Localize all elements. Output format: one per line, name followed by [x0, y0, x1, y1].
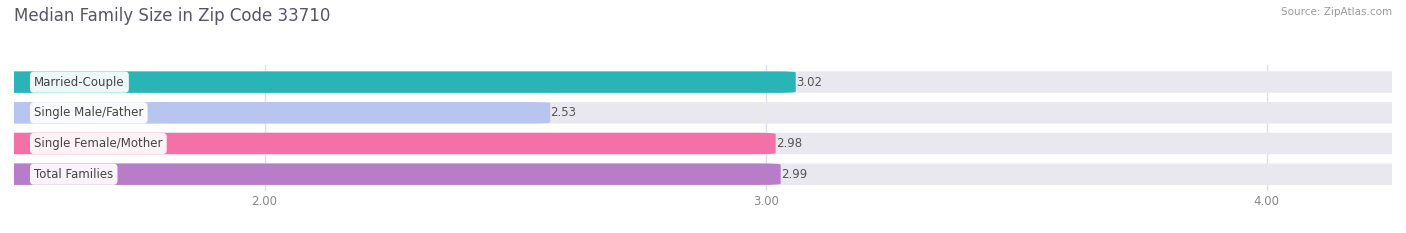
FancyBboxPatch shape [0, 102, 1406, 123]
Text: Single Male/Father: Single Male/Father [34, 106, 143, 119]
FancyBboxPatch shape [0, 163, 1406, 185]
FancyBboxPatch shape [0, 133, 776, 154]
Text: Total Families: Total Families [34, 168, 114, 181]
FancyBboxPatch shape [0, 133, 1406, 154]
Text: 2.53: 2.53 [550, 106, 576, 119]
FancyBboxPatch shape [0, 71, 796, 93]
FancyBboxPatch shape [0, 71, 1406, 93]
FancyBboxPatch shape [0, 102, 550, 123]
Text: 3.02: 3.02 [796, 76, 821, 89]
Text: 2.98: 2.98 [776, 137, 801, 150]
FancyBboxPatch shape [0, 163, 780, 185]
Text: Median Family Size in Zip Code 33710: Median Family Size in Zip Code 33710 [14, 7, 330, 25]
Text: Married-Couple: Married-Couple [34, 76, 125, 89]
Text: Source: ZipAtlas.com: Source: ZipAtlas.com [1281, 7, 1392, 17]
Text: 2.99: 2.99 [780, 168, 807, 181]
Text: Single Female/Mother: Single Female/Mother [34, 137, 163, 150]
